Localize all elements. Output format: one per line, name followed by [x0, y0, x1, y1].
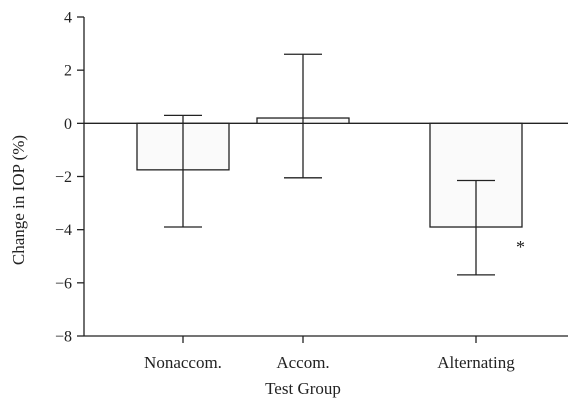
- x-axis-title: Test Group: [265, 379, 341, 398]
- y-tick-label: −6: [55, 275, 72, 292]
- x-tick-label: Nonaccom.: [144, 353, 222, 372]
- y-tick-label: −8: [55, 329, 72, 346]
- y-axis-title: Change in IOP (%): [9, 135, 28, 265]
- y-tick-label: −2: [55, 169, 72, 186]
- x-tick-label: Accom.: [276, 353, 329, 372]
- y-tick-label: 0: [64, 116, 72, 133]
- bars: [136, 117, 523, 228]
- y-tick-label: 4: [64, 10, 72, 27]
- x-axis: Nonaccom. Accom. Alternating: [84, 335, 568, 372]
- significance-asterisk: *: [516, 237, 525, 257]
- y-axis: 4 2 0 −2 −4 −6 −8: [55, 10, 85, 346]
- x-tick-label: Alternating: [437, 353, 515, 372]
- error-bars: [164, 53, 495, 276]
- y-tick-label: 2: [64, 63, 72, 80]
- y-tick-label: −4: [55, 222, 72, 239]
- annotations: *: [516, 237, 525, 257]
